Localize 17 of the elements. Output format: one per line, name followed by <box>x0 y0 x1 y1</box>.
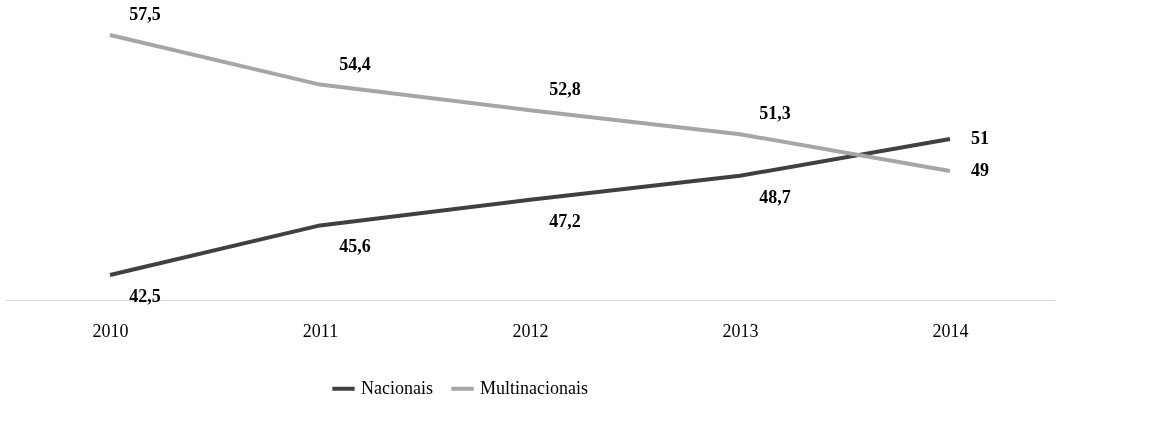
data-label: 42,5 <box>129 286 161 306</box>
data-label: 49 <box>971 160 989 180</box>
x-tick-label: 2011 <box>302 320 339 341</box>
data-label: 45,6 <box>339 236 371 257</box>
data-label: 48,7 <box>759 186 791 207</box>
legend-label: Nacionais <box>361 377 433 398</box>
x-tick-label: 2013 <box>722 320 759 341</box>
data-label: 47,2 <box>549 210 581 231</box>
legend-label: Multinacionais <box>480 377 588 398</box>
x-tick-label: 2014 <box>932 320 969 341</box>
x-tick-label: 2010 <box>92 320 129 341</box>
data-label: 51,3 <box>759 103 791 124</box>
data-label: 54,4 <box>339 53 371 74</box>
data-label: 57,5 <box>129 4 161 24</box>
data-label: 52,8 <box>549 79 581 100</box>
x-tick-label: 2012 <box>512 320 549 341</box>
data-label: 51 <box>971 128 989 148</box>
